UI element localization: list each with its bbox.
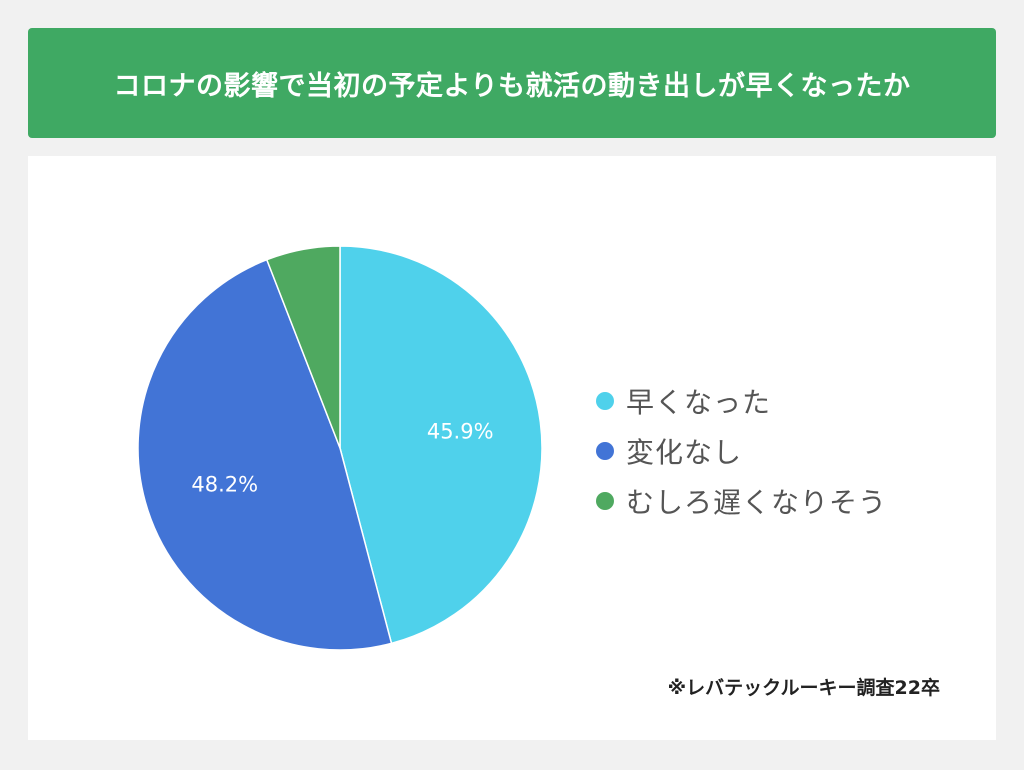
legend-item-hayaku: 早くなった: [596, 376, 887, 426]
pie-slice-0: [339, 245, 543, 645]
legend-dot: [596, 492, 614, 510]
legend-label: 早くなった: [626, 386, 772, 419]
legend-dot: [596, 442, 614, 460]
pie-data-label-1: 48.2%: [191, 472, 258, 496]
pie-data-label-0: 45.9%: [427, 419, 494, 443]
legend-dot: [596, 392, 614, 410]
legend-item-osoku: むしろ遅くなりそう: [596, 476, 887, 526]
chart-title: コロナの影響で当初の予定よりも就活の動き出しが早くなったか: [113, 70, 911, 102]
legend-item-henka-nashi: 変化なし: [596, 426, 887, 476]
legend-label: むしろ遅くなりそう: [626, 486, 888, 519]
pie-slice-2: [265, 245, 341, 449]
pie-slice-1: [137, 258, 393, 651]
chart-title-bar: コロナの影響で当初の予定よりも就活の動き出しが早くなったか: [28, 28, 996, 138]
pie-chart: 45.9% 48.2%: [137, 245, 543, 651]
legend: 早くなった 変化なし むしろ遅くなりそう: [596, 376, 887, 526]
legend-label: 変化なし: [626, 436, 743, 469]
chart-panel: 45.9% 48.2% 早くなった 変化なし むしろ遅くなりそう ※レバテックルー…: [28, 156, 996, 740]
source-note: ※レバテックルーキー調査22卒: [667, 677, 940, 699]
